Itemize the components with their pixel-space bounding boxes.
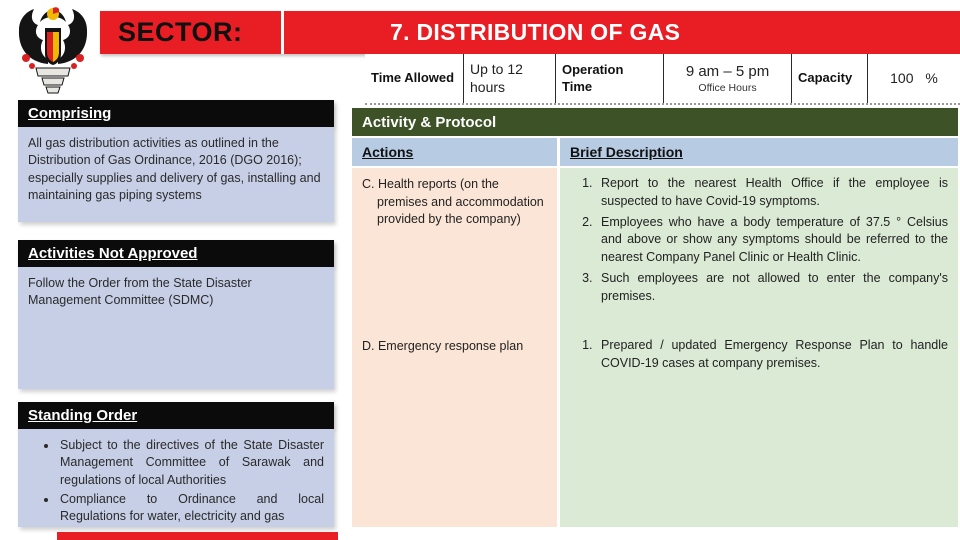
comprising-body: All gas distribution activities as outli…: [28, 136, 321, 202]
description-cell: Report to the nearest Health Office if t…: [560, 168, 958, 330]
time-allowed-label: Time Allowed: [371, 70, 455, 86]
info-cell-capacity-label: Capacity: [791, 54, 867, 103]
sector-banner: SECTOR: 7. DISTRIBUTION OF GAS: [100, 11, 960, 54]
description-item: Such employees are not allowed to enter …: [596, 270, 948, 306]
standing-order-header: Standing Order: [18, 402, 334, 429]
banner-divider: [281, 11, 284, 54]
capacity-label: Capacity: [798, 70, 853, 86]
time-allowed-value: Up to 12 hours: [470, 61, 523, 95]
comprising-box: All gas distribution activities as outli…: [18, 127, 334, 222]
protocol-column-headers: Actions Brief Description: [352, 138, 958, 166]
info-cell-operation-time-value: 9 am – 5 pm Office Hours: [663, 54, 791, 103]
not-approved-title: Activities Not Approved: [28, 245, 198, 262]
actions-column-header: Actions: [352, 138, 557, 166]
table-row: D. Emergency response plan Prepared / up…: [352, 330, 958, 527]
info-cell-time-allowed-value: Up to 12 hours: [463, 54, 555, 103]
description-cell: Prepared / updated Emergency Response Pl…: [560, 330, 958, 527]
sector-label: SECTOR:: [118, 17, 243, 47]
comprising-title: Comprising: [28, 105, 112, 122]
sector-title: 7. DISTRIBUTION OF GAS: [390, 19, 681, 45]
operation-time-sub: Office Hours: [698, 81, 757, 94]
info-cell-operation-time-label: Operation Time: [555, 54, 663, 103]
action-cell: C. Health reports (on the premises and a…: [352, 168, 557, 330]
info-cell-time-allowed-label: Time Allowed: [365, 54, 463, 103]
description-item: Prepared / updated Emergency Response Pl…: [596, 337, 948, 373]
not-approved-header: Activities Not Approved: [18, 240, 334, 267]
operation-time-label: Operation Time: [562, 62, 624, 94]
description-column-header: Brief Description: [560, 138, 958, 166]
standing-order-item: Subject to the directives of the State D…: [58, 437, 324, 489]
footer-accent-bar: [57, 532, 338, 540]
activity-protocol-header: Activity & Protocol: [352, 108, 958, 136]
protocol-table-body: C. Health reports (on the premises and a…: [352, 168, 958, 527]
actions-column-label: Actions: [362, 144, 414, 160]
not-approved-body: Follow the Order from the State Disaster…: [28, 276, 252, 308]
description-item: Report to the nearest Health Office if t…: [596, 175, 948, 211]
description-column-label: Brief Description: [570, 144, 683, 160]
capacity-value: 100 %: [890, 69, 938, 86]
description-list: Prepared / updated Emergency Response Pl…: [564, 337, 948, 373]
standing-order-box: Subject to the directives of the State D…: [18, 429, 334, 527]
standing-order-item: Compliance to Ordinance and local Regula…: [58, 491, 324, 526]
info-bar: Time Allowed Up to 12 hours Operation Ti…: [365, 54, 960, 105]
description-list: Report to the nearest Health Office if t…: [564, 175, 948, 305]
sarawak-crest-logo: [18, 7, 88, 94]
table-row: C. Health reports (on the premises and a…: [352, 168, 958, 330]
activity-protocol-title: Activity & Protocol: [362, 113, 497, 131]
description-item: Employees who have a body temperature of…: [596, 214, 948, 267]
standing-order-title: Standing Order: [28, 407, 138, 424]
operation-time-value: 9 am – 5 pm: [685, 63, 770, 81]
standing-order-list: Subject to the directives of the State D…: [28, 437, 324, 525]
comprising-header: Comprising: [18, 100, 334, 127]
not-approved-box: Follow the Order from the State Disaster…: [18, 267, 334, 389]
action-cell: D. Emergency response plan: [352, 330, 557, 527]
info-cell-capacity-value: 100 %: [867, 54, 960, 103]
